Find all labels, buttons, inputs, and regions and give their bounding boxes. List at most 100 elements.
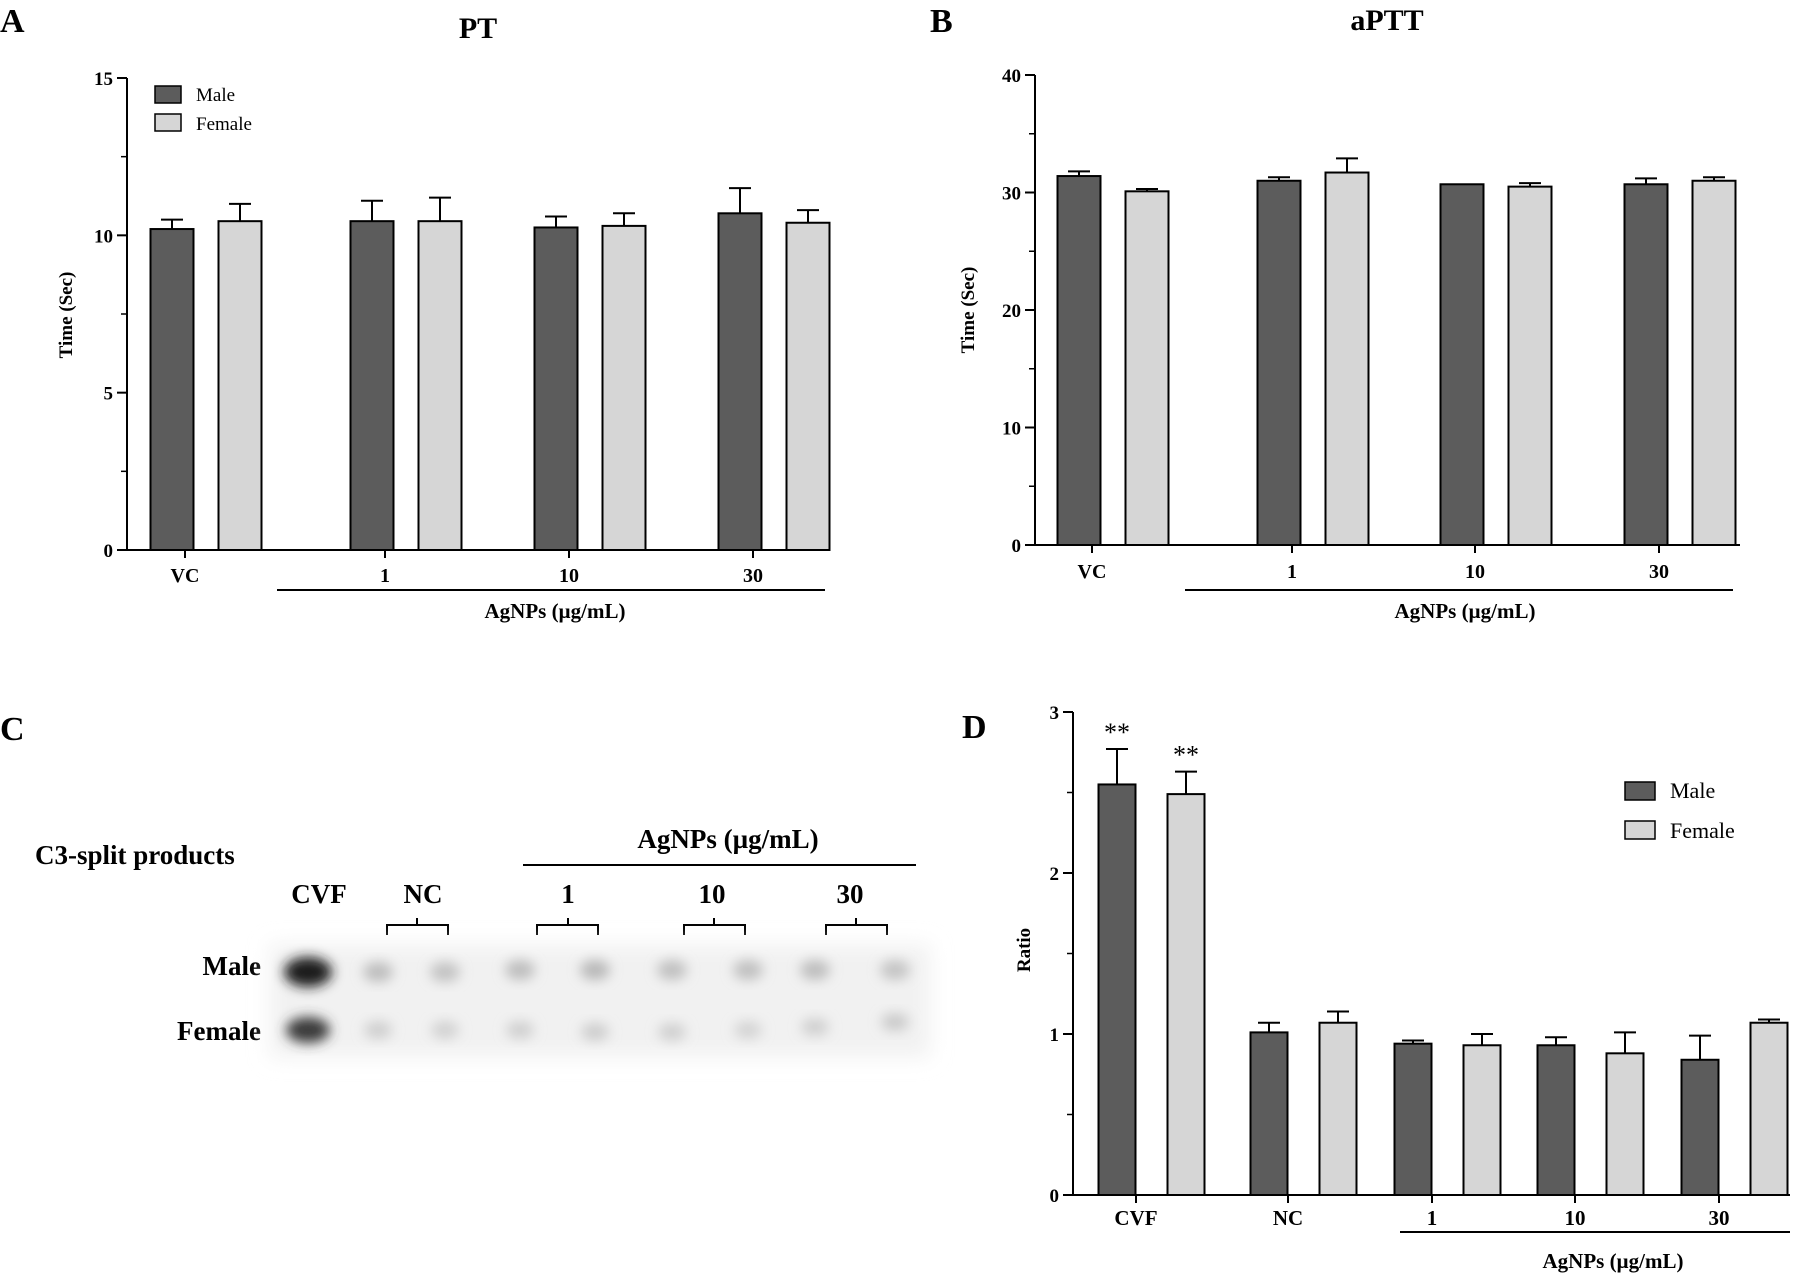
- blot-lane-label-cvf: CVF: [291, 879, 347, 909]
- blot-band-male-cvf: [284, 957, 332, 987]
- blot-band-male-30-a: [800, 960, 830, 980]
- panel-a-title: PT: [459, 12, 497, 45]
- panel-d-bar-male-0: [1097, 783, 1137, 1196]
- blot-lane-label-30: 30: [837, 879, 864, 909]
- panel-b-ytick-label: 40: [1002, 66, 1021, 87]
- blot-band-male-nc-b: [430, 962, 460, 982]
- blot-band-male-10-b: [733, 960, 763, 980]
- panel-a-ytick-label: 5: [104, 384, 114, 405]
- panel-d-bar-female-2: [1462, 1044, 1502, 1197]
- blot-band-female-10-a: [658, 1023, 686, 1041]
- blot-group-label: AgNPs (µg/mL): [637, 824, 818, 854]
- panel-a-ytick-label: 15: [94, 69, 113, 90]
- legend-d-male-label: Male: [1670, 778, 1715, 803]
- panel-a-bar-male-0: [149, 228, 195, 551]
- panel-a-ylabel: Time (Sec): [56, 272, 77, 359]
- legend-d-male-swatch: [1624, 781, 1656, 801]
- blot-band-female-30-a: [801, 1018, 829, 1036]
- panel-a-ytick-label: 10: [94, 226, 113, 247]
- blot-lane-label-nc: NC: [404, 879, 443, 909]
- panel-d-category-label: 10: [1565, 1206, 1586, 1230]
- legend-female-label: Female: [196, 114, 252, 135]
- blot-lane-label-10: 10: [699, 879, 726, 909]
- panel-b-bar-female-2: [1507, 185, 1553, 546]
- legend-female-swatch: [154, 113, 182, 132]
- panel-a-ytick-label: 0: [104, 541, 114, 562]
- panel-b-bar-male-0: [1056, 175, 1102, 547]
- legend-male-label: Male: [196, 85, 235, 106]
- panel-b-bar-female-1: [1324, 171, 1370, 546]
- panel-d-bar-male-4: [1680, 1058, 1720, 1197]
- panel-a-category-label: VC: [171, 565, 200, 587]
- panel-a-bar-male-2: [533, 226, 579, 551]
- panel-d-category-label: 30: [1709, 1206, 1730, 1230]
- panel-b-letter: B: [930, 3, 953, 40]
- panel-d-plot: 0 1 2 3 CVF NC 1 10 30 ** **: [1050, 703, 1790, 1230]
- panel-d-legend: Male Female: [1624, 778, 1735, 843]
- panel-d-ytick-label: 1: [1050, 1025, 1060, 1046]
- panel-d-ytick-label: 0: [1050, 1186, 1060, 1207]
- blot-bracket-1: [536, 918, 599, 935]
- panel-b-bar-male-3: [1623, 183, 1669, 546]
- panel-a-bar-female-2: [601, 224, 647, 551]
- panel-d-significance-mark: **: [1104, 718, 1130, 747]
- blot-bracket-nc: [386, 918, 449, 935]
- panel-d-bar-male-2: [1393, 1042, 1433, 1197]
- panel-a-bar-male-3: [717, 212, 763, 551]
- panel-b-plot: 0 10 20 30 40 VC 1 10 30: [1002, 66, 1740, 583]
- panel-a-bar-female-1: [417, 220, 463, 551]
- panel-b-bar-female-3: [1691, 179, 1737, 546]
- blot-band-male-1-b: [580, 960, 610, 980]
- panel-b-ytick-label: 30: [1002, 184, 1021, 205]
- panel-a-legend: Male Female: [154, 85, 252, 135]
- panel-d-significance-mark: **: [1173, 741, 1199, 770]
- panel-a-group-label: AgNPs (µg/mL): [484, 599, 625, 623]
- panel-a-category-label: 10: [559, 565, 579, 587]
- panel-d-ytick-label: 3: [1050, 703, 1060, 724]
- panel-c-letter: C: [0, 711, 25, 748]
- legend-d-female-label: Female: [1670, 818, 1735, 843]
- panel-d-bar-female-0: [1166, 793, 1206, 1196]
- blot-band-female-10-b: [734, 1021, 762, 1039]
- panel-b-bar-male-2: [1439, 183, 1485, 546]
- blot-band-female-cvf: [286, 1017, 330, 1043]
- blot-image: [270, 945, 930, 1057]
- panel-d: D Ratio 0 1 2 3 CVF NC 1 10 30 ** ** Male Female A…: [962, 703, 1790, 1273]
- panel-b-bar-female-0: [1124, 190, 1170, 546]
- panel-b-category-label: 1: [1287, 561, 1297, 583]
- panel-d-bar-female-3: [1605, 1052, 1645, 1196]
- panel-a-plot: 0 5 10 15 VC 1 10 30: [94, 69, 831, 587]
- panel-b-category-label: 10: [1465, 561, 1485, 583]
- panel-b-ylabel: Time (Sec): [958, 267, 979, 354]
- blot-title: C3-split products: [35, 840, 235, 870]
- panel-a-bar-female-3: [785, 221, 831, 551]
- panel-d-bar-female-4: [1749, 1021, 1789, 1196]
- panel-b-category-label: 30: [1649, 561, 1669, 583]
- panel-c: C C3-split products AgNPs (µg/mL) CVF NC…: [0, 711, 930, 1057]
- panel-a-bar-female-0: [217, 220, 263, 551]
- panel-b-title: aPTT: [1350, 4, 1423, 37]
- panel-b-category-label: VC: [1078, 561, 1107, 583]
- blot-row-label-female: Female: [177, 1016, 261, 1046]
- blot-band-female-30-b: [881, 1013, 909, 1031]
- panel-a-bar-male-1: [349, 220, 395, 551]
- blot-band-female-nc-a: [364, 1021, 392, 1039]
- panel-b: B aPTT Time (Sec) 0 10 20 30 40 VC 1 10 30 AgNPs…: [930, 3, 1740, 623]
- panel-b-ytick-label: 10: [1002, 419, 1021, 440]
- blot-lane-label-1: 1: [561, 879, 575, 909]
- blot-band-male-nc-a: [363, 962, 393, 982]
- panel-d-ylabel: Ratio: [1014, 928, 1035, 972]
- panel-d-bar-male-1: [1249, 1031, 1289, 1197]
- panel-a-category-label: 1: [380, 565, 390, 587]
- panel-b-ytick-label: 20: [1002, 301, 1021, 322]
- panel-b-ytick-label: 0: [1012, 536, 1022, 557]
- panel-d-category-label: NC: [1273, 1206, 1303, 1230]
- panel-d-group-label: AgNPs (µg/mL): [1542, 1249, 1683, 1273]
- panel-b-group-label: AgNPs (µg/mL): [1394, 599, 1535, 623]
- panel-d-category-label: 1: [1427, 1206, 1438, 1230]
- blot-bracket-30: [825, 918, 888, 935]
- blot-band-male-10-a: [657, 960, 687, 980]
- legend-d-female-swatch: [1624, 820, 1656, 840]
- blot-band-female-1-a: [506, 1021, 534, 1039]
